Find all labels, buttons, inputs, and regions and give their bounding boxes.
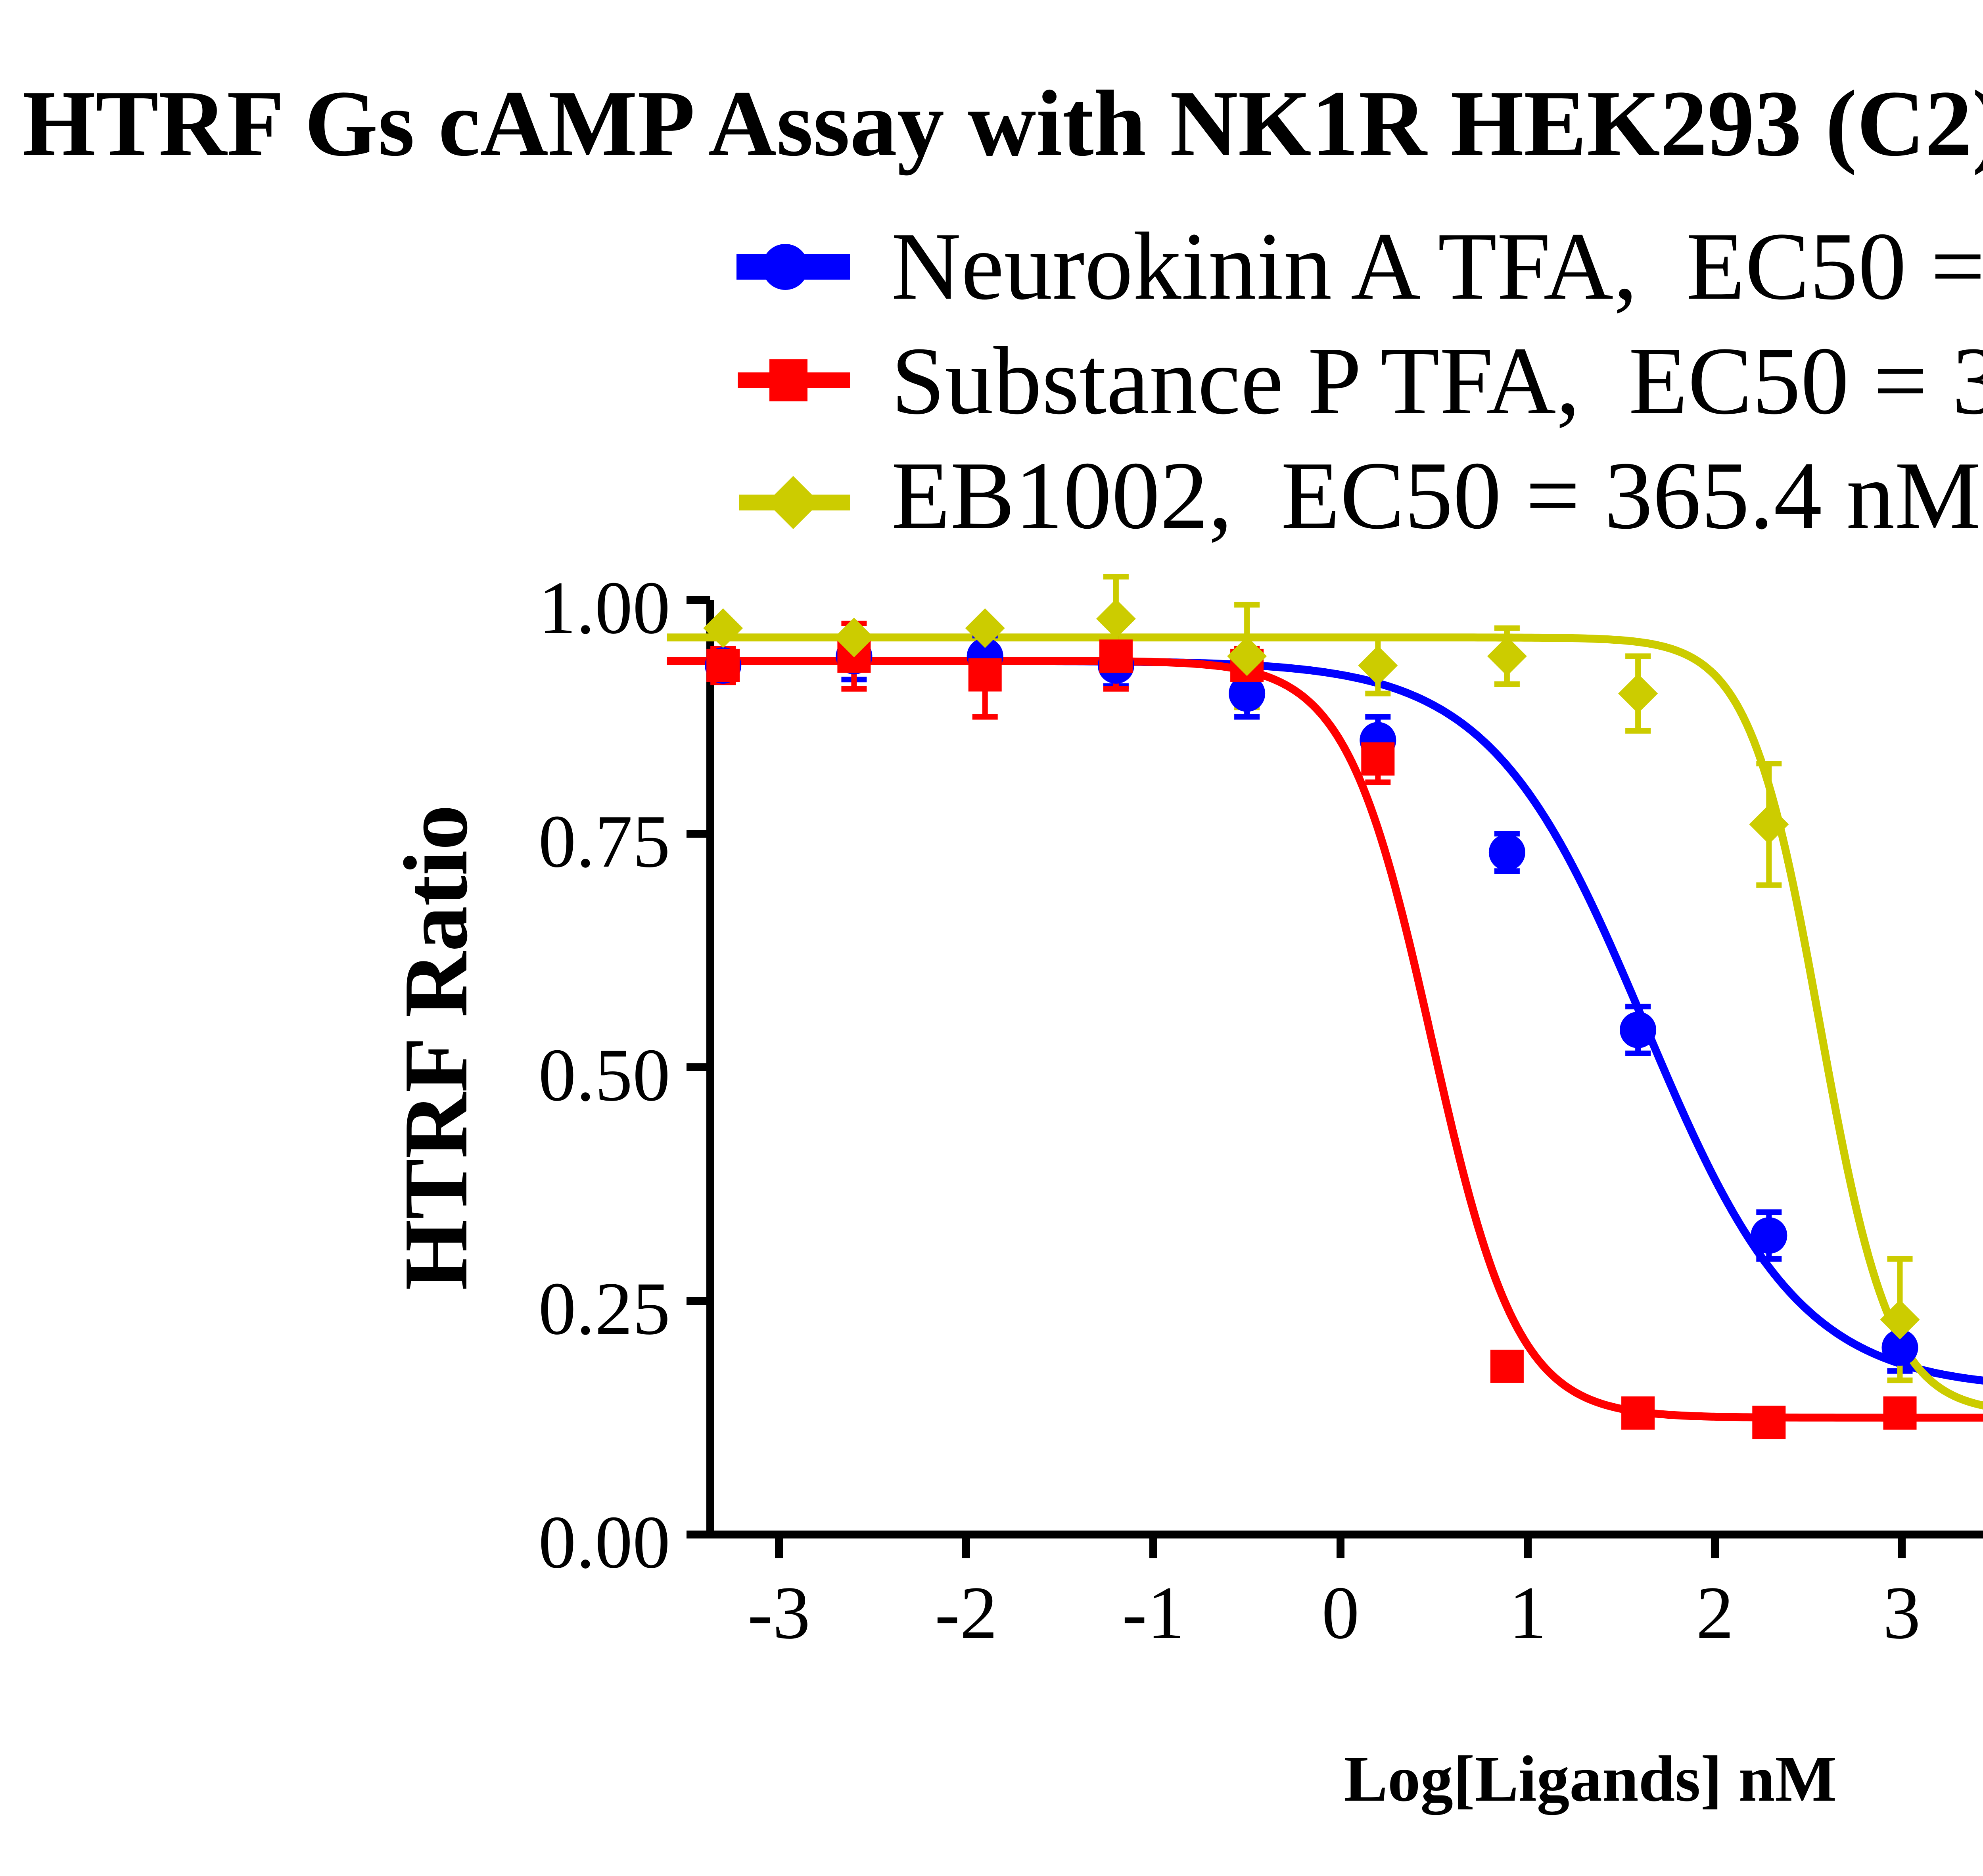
svg-text:-1: -1 xyxy=(1122,1571,1185,1655)
svg-text:1: 1 xyxy=(1509,1571,1547,1655)
svg-text:Log[Ligands] nM: Log[Ligands] nM xyxy=(1344,1742,1837,1815)
svg-text:0.25: 0.25 xyxy=(539,1267,671,1350)
svg-text:-3: -3 xyxy=(748,1571,810,1655)
svg-text:0.00: 0.00 xyxy=(539,1501,671,1584)
svg-text:-2: -2 xyxy=(935,1571,997,1655)
svg-text:1.00: 1.00 xyxy=(539,566,671,650)
svg-text:0.75: 0.75 xyxy=(539,800,671,883)
svg-text:HTRF Ratio: HTRF Ratio xyxy=(385,805,486,1290)
svg-text:0.50: 0.50 xyxy=(539,1034,671,1117)
svg-text:2: 2 xyxy=(1696,1571,1734,1655)
svg-text:0: 0 xyxy=(1322,1571,1360,1655)
svg-text:3: 3 xyxy=(1883,1571,1921,1655)
